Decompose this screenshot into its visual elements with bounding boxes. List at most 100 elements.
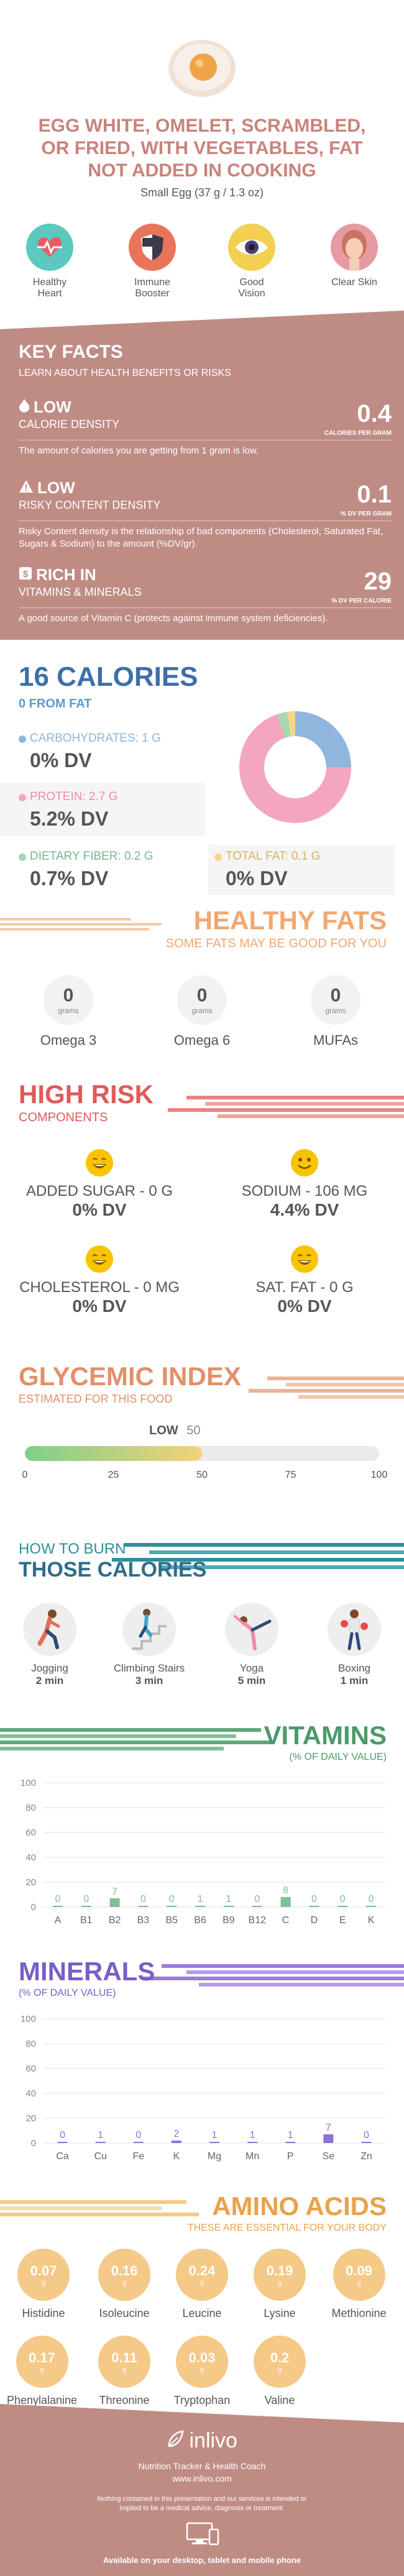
category-label: B12 [249,1915,267,1926]
available-text: Available on your desktop, tablet and mo… [103,2556,301,2565]
key-facts-title: KEY FACTS [19,342,123,362]
stairs-icon [122,1603,176,1656]
burn-title-bottom: THOSE CALORIES [19,1558,207,1582]
glycemic-subtitle: ESTIMATED FOR THIS FOOD [19,1393,173,1405]
amino-item: 0.2 g Valine [242,2336,317,2407]
fat-name: Omega 3 [40,1032,97,1048]
bar-value-label: 8 [283,1885,288,1896]
fact-value: 0.4 [357,400,392,427]
bar [195,1906,206,1907]
gi-tick: 25 [108,1470,119,1480]
category-label: Ca [56,2151,69,2162]
glycemic-section: GLYCEMIC INDEX ESTIMATED FOR THIS FOOD L… [0,1354,404,1509]
key-facts-subtitle: LEARN ABOUT HEALTH BENEFITS OR RISKS [19,368,231,378]
y-tick-label: 40 [25,2088,36,2099]
y-tick-label: 80 [25,1803,36,1813]
amino-unit: g [40,2366,44,2373]
amino-name: Valine [264,2394,295,2406]
fiber-label: DIETARY FIBER: 0.2 g [30,850,154,863]
amino-value: 0.19 [266,2263,293,2278]
healthy-fats-section: HEALTHY FATS SOME FATS MAY BE GOOD FOR Y… [0,894,404,1075]
burn-title-top: HOW TO BURN [19,1541,126,1557]
heart-icon [26,224,73,271]
fact-badge: LOW [37,478,75,497]
laughing-face-icon [86,1149,113,1176]
benefit-label: Healthy Heart [32,277,67,299]
bar-value-label: 2 [173,2129,179,2139]
y-tick-label: 40 [25,1852,36,1863]
amino-value: 0.2 [270,2350,290,2365]
calories-from-fat: 0 FROM FAT [19,697,92,711]
fiber-block: DIETARY FIBER: 0.2 g 0.7% DV [0,845,205,894]
activity-yoga: Yoga 5 min [221,1603,283,1687]
bar-value-label: 1 [288,2130,293,2141]
fact-unit: % DV PER CALORIE [331,598,392,604]
gi-tick: 75 [285,1470,296,1480]
vitamins-title: VITAMINS [264,1721,387,1750]
protein-block: PROTEIN: 2.7 g 5.2% DV [0,783,205,836]
fact-label: RISKY CONTENT DENSITY [19,499,161,511]
face-icon [331,224,378,271]
brand-name: inlivo [189,2429,237,2452]
gi-tick: 100 [370,1470,388,1480]
website-link[interactable]: www.inlivo.com [172,2474,232,2483]
amino-name: Threonine [99,2394,150,2406]
fact-badge: LOW [34,398,71,416]
fact-label: VITAMINS & MINERALS [19,586,142,598]
devices-icon [183,2522,221,2547]
fiber-value: 0.7% DV [30,867,109,890]
high-risk-section: HIGH RISK COMPONENTS ADDED SUGAR - 0 g 0… [0,1075,404,1373]
risk-value: 0% DV [72,1200,127,1219]
bar-value-label: 7 [326,2123,331,2133]
fat-unit: grams [325,1006,346,1015]
amino-unit: g [200,2279,204,2287]
calories-section: 16 CALORIES 0 FROM FAT CARBOHYDRATES: 1 … [0,646,404,907]
minerals-banner [0,1962,404,1993]
amino-name: Lysine [264,2307,296,2319]
amino-unit: g [122,2279,127,2287]
amino-value: 0.09 [346,2263,372,2278]
healthy-fats-title: HEALTHY FATS [193,906,387,935]
amino-section: AMINO ACIDS THESE ARE ESSENTIAL FOR YOUR… [0,2187,404,2416]
amino-item: 0.03 g Tryptophan [165,2336,239,2407]
fat-name: MUFAs [313,1032,359,1048]
amino-value: 0.03 [188,2350,216,2365]
high-risk-banner [0,1093,404,1124]
amino-unit: g [357,2279,361,2287]
category-label: P [287,2151,294,2162]
y-tick-label: 100 [21,2014,36,2024]
risk-added-sugar: ADDED SUGAR - 0 g 0% DV [19,1149,180,1220]
bar-value-label: 1 [226,1894,231,1905]
warning-icon [19,480,34,496]
benefit-label: Good Vision [238,277,265,299]
glycemic-bar-track [25,1446,379,1461]
risk-value: 0% DV [277,1296,332,1316]
bar [366,1906,377,1907]
amino-unit: g [200,2366,204,2373]
category-label: A [55,1915,62,1926]
bar-value-label: 0 [169,1894,175,1905]
shield-icon [129,224,176,271]
bar [81,1906,91,1907]
amino-item: 0.17 g Phenylalanine [0,2336,84,2407]
gi-tick: 0 [22,1470,28,1480]
boxing-icon [328,1603,381,1656]
fat-unit: grams [58,1006,79,1015]
amino-value: 0.11 [111,2350,137,2365]
bar-value-label: 0 [340,1894,346,1905]
category-label: Mg [208,2151,221,2162]
category-label: B3 [137,1915,150,1926]
serving-size: Small Egg (37 g / 1.3 oz) [140,186,264,199]
activity-climbing-stairs: Climbing Stairs 3 min [109,1603,190,1687]
laughing-face-icon [291,1245,318,1273]
category-label: K [368,1915,375,1926]
bar [109,1898,120,1907]
glycemic-level: LOW [149,1424,178,1437]
glycemic-banner [0,1373,404,1404]
protein-label: PROTEIN: 2.7 g [30,790,118,803]
high-risk-title: HIGH RISK [19,1080,154,1109]
activity-name: Jogging [31,1662,68,1674]
category-label: Zn [360,2151,372,2162]
amino-item: 0.07 g Histidine [6,2249,81,2320]
amino-item: 0.11 g Threonine [87,2336,162,2407]
